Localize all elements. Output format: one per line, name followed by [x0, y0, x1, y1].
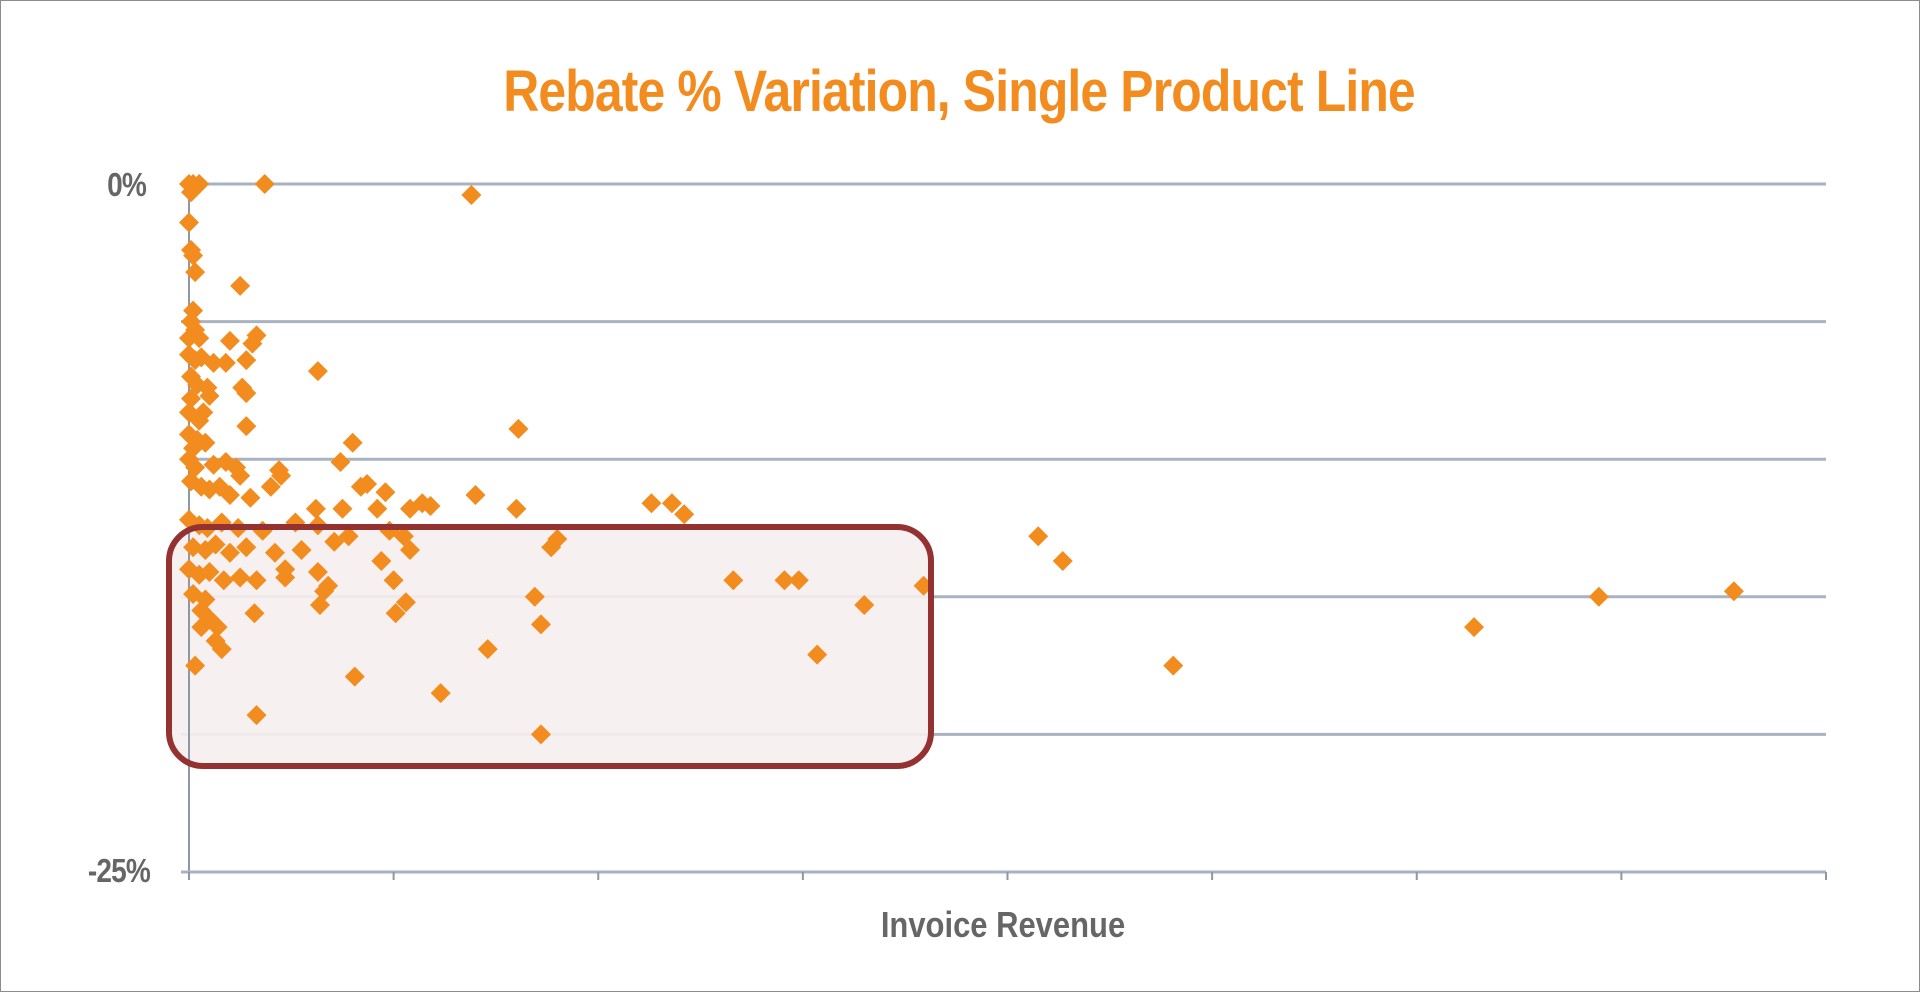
- diamond-marker: [385, 603, 406, 624]
- diamond-marker: [219, 484, 240, 505]
- diamond-marker: [264, 542, 285, 563]
- diamond-marker: [1052, 551, 1073, 572]
- diamond-marker: [219, 542, 240, 563]
- diamond-marker: [330, 451, 351, 472]
- diamond-marker: [199, 562, 220, 583]
- diamond-marker: [324, 531, 345, 552]
- diamond-marker: [179, 328, 199, 349]
- diamond-marker: [371, 551, 392, 572]
- diamond-marker: [185, 655, 206, 676]
- diamond-marker: [530, 724, 551, 745]
- diamond-marker: [236, 383, 257, 404]
- diamond-marker: [350, 476, 371, 497]
- diamond-marker: [193, 402, 214, 423]
- diamond-marker: [236, 416, 257, 437]
- diamond-marker: [246, 705, 267, 726]
- diamond-marker: [275, 559, 296, 580]
- diamond-marker: [395, 592, 416, 613]
- highlight-box-border: [166, 524, 934, 769]
- diamond-marker: [1723, 581, 1744, 602]
- diamond-marker: [230, 567, 251, 588]
- diamond-marker: [236, 350, 257, 371]
- diamond-marker: [383, 570, 404, 591]
- diamond-marker: [211, 639, 232, 660]
- diamond-marker: [260, 476, 281, 497]
- diamond-marker: [213, 570, 234, 591]
- diamond-marker: [344, 666, 365, 687]
- diamond-marker: [342, 432, 363, 453]
- diamond-marker: [185, 262, 206, 283]
- diamond-marker: [215, 352, 236, 373]
- diamond-marker: [530, 614, 551, 635]
- diamond-marker: [309, 595, 330, 616]
- diamond-marker: [461, 185, 482, 206]
- diamond-marker: [307, 361, 328, 382]
- y-tick-label-bottom: -25%: [87, 852, 151, 889]
- highlight-box-background: [169, 527, 931, 766]
- diamond-marker: [506, 498, 527, 519]
- diamond-marker: [179, 212, 199, 233]
- diamond-marker: [508, 418, 529, 439]
- diamond-marker: [244, 603, 265, 624]
- chart-title: Rebate % Variation, Single Product Line: [503, 59, 1415, 124]
- diamond-marker: [788, 570, 809, 591]
- diamond-marker: [420, 495, 441, 516]
- diamond-marker: [181, 182, 202, 203]
- diamond-marker: [219, 330, 240, 351]
- diamond-marker: [375, 482, 396, 503]
- diamond-marker: [399, 540, 420, 561]
- diamond-marker: [305, 498, 326, 519]
- diamond-marker: [1163, 655, 1184, 676]
- diamond-marker: [183, 245, 204, 266]
- diamond-marker: [465, 484, 486, 505]
- diamond-marker: [524, 586, 545, 607]
- diamond-marker: [191, 617, 212, 638]
- diamond-marker: [291, 540, 312, 561]
- diamond-marker: [207, 617, 228, 638]
- diamond-marker: [367, 498, 388, 519]
- diamond-marker: [205, 534, 226, 555]
- diamond-marker: [723, 570, 744, 591]
- diamond-marker: [203, 352, 224, 373]
- highlight-box-fill: [169, 527, 931, 766]
- diamond-marker: [674, 504, 695, 525]
- diamond-marker: [541, 537, 562, 558]
- diamond-marker: [236, 537, 257, 558]
- diamond-marker: [307, 562, 328, 583]
- diamond-marker: [181, 388, 202, 409]
- diamond-marker: [1028, 526, 1049, 547]
- y-tick-label-top: 0%: [107, 166, 147, 203]
- diamond-marker: [240, 487, 261, 508]
- diamond-marker: [774, 570, 795, 591]
- diamond-marker: [1588, 586, 1609, 607]
- highlight-box-outline: [166, 524, 934, 769]
- diamond-marker: [854, 595, 875, 616]
- diamond-marker: [661, 493, 682, 514]
- diamond-marker: [254, 174, 275, 194]
- diamond-marker: [477, 639, 498, 660]
- diamond-marker: [195, 432, 216, 453]
- diamond-marker: [189, 328, 210, 349]
- diamond-marker: [199, 385, 220, 406]
- diamond-marker: [807, 644, 828, 665]
- diamond-marker: [246, 570, 267, 591]
- diamond-marker: [271, 465, 292, 486]
- diamond-marker: [641, 493, 662, 514]
- diamond-marker: [230, 465, 251, 486]
- diamond-marker: [242, 333, 263, 354]
- diamond-marker: [230, 275, 251, 296]
- x-axis-title: Invoice Revenue: [880, 904, 1126, 945]
- diamond-marker: [1464, 617, 1485, 638]
- diamond-marker: [332, 498, 353, 519]
- diamond-marker: [430, 683, 451, 704]
